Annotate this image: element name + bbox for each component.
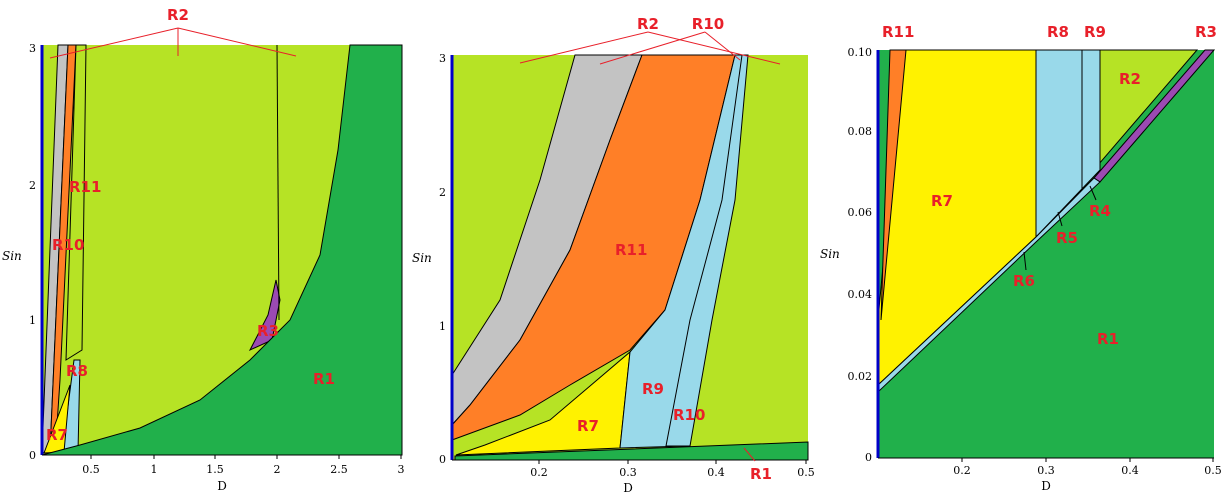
panel-3-x-tick-label: 0.2 xyxy=(953,464,971,477)
panel-1-label-r1: R1 xyxy=(313,370,335,388)
panel-1-label-r2: R2 xyxy=(167,6,189,24)
panel-2-x-tick-label: 0.4 xyxy=(707,466,725,479)
panel-2-r10-callout-line xyxy=(599,31,706,65)
panel-2-region-r9 xyxy=(665,54,749,447)
panel-1-region-r2-band xyxy=(65,44,87,361)
panel-3-x-tick-label: 0.3 xyxy=(1037,464,1055,477)
panel-3-y-axis-title: Sin xyxy=(820,247,840,261)
panel-2-label-r11: R11 xyxy=(615,241,647,259)
panel-1-label-r11: R11 xyxy=(69,178,101,196)
panel-1-x-tick-label: 2.5 xyxy=(330,463,348,476)
panel-3: 0.2 0.3 0.4 0.5 0 0.02 0.04 0.06 0.08 0.… xyxy=(820,23,1222,493)
panel-2-region-r7 xyxy=(455,350,631,456)
panel-2-y-tick-label: 2 xyxy=(439,186,446,199)
panel-2-label-r7: R7 xyxy=(577,417,599,435)
panel-3-y-tick-label: 0 xyxy=(865,451,872,464)
panel-3-region-r11 xyxy=(880,49,907,321)
panel-2-label-r10: R10 xyxy=(692,15,724,33)
panel-3-x-axis-title: D xyxy=(1041,479,1051,493)
panel-1-label-r3: R3 xyxy=(257,322,279,340)
panel-2-y-axis-title: Sin xyxy=(412,251,432,265)
panel-1-y-tick-label: 2 xyxy=(29,179,36,192)
panel-1-region-r1 xyxy=(41,44,403,456)
panel-3-label-r7: R7 xyxy=(931,192,953,210)
panel-3-label-r5: R5 xyxy=(1056,229,1078,247)
panel-2-label-r8: R9 xyxy=(642,380,664,398)
panel-1-x-tick-label: 1 xyxy=(151,463,158,476)
panel-2-label-r1: R1 xyxy=(750,465,772,483)
panel-3-r5-pointer xyxy=(1057,211,1063,227)
panel-1-y-tick-label: 3 xyxy=(29,42,36,55)
panel-3-x-tick-label: 0.5 xyxy=(1204,464,1222,477)
panel-1-boundary-line xyxy=(276,44,280,321)
panel-2-label-r9: R10 xyxy=(673,406,705,424)
panel-2-r10-callout-line xyxy=(704,31,741,61)
panel-1-y-tick-label: 0 xyxy=(29,449,36,462)
panel-3-y-tick-label: 0.04 xyxy=(848,288,873,301)
panel-3-label-r11: R11 xyxy=(882,23,914,41)
panel-2: 0.2 0.3 0.4 0.5 0 1 2 3 D Sin R2 R10 R11… xyxy=(412,15,815,495)
panel-2-y-tick-label: 3 xyxy=(439,52,446,65)
panel-2-x-tick-label: 0.2 xyxy=(530,466,548,479)
panel-1-y-tick-label: 1 xyxy=(29,314,36,327)
panel-2-x-axis-title: D xyxy=(623,481,633,495)
panel-2-r2-callout-line xyxy=(647,31,781,65)
panel-3-x-tick-label: 0.4 xyxy=(1121,464,1139,477)
panel-3-label-r9: R9 xyxy=(1084,23,1106,41)
panel-1-label-r8: R8 xyxy=(66,362,88,380)
panel-2-label-r2: R2 xyxy=(637,15,659,33)
panel-1-x-tick-label: 3 xyxy=(398,463,405,476)
panel-1-r2-callout-line xyxy=(177,27,297,57)
panel-3-r6-pointer xyxy=(1023,251,1027,271)
panel-3-y-tick-label: 0.06 xyxy=(848,206,873,219)
panel-3-y-tick-label: 0.10 xyxy=(848,46,873,59)
panel-1-label-r10: R10 xyxy=(52,236,84,254)
panel-1-x-tick-label: 1.5 xyxy=(206,463,224,476)
panel-3-y-tick-label: 0.08 xyxy=(848,125,873,138)
panel-1-y-axis-title: Sin xyxy=(2,249,22,263)
panel-3-label-r3: R3 xyxy=(1195,23,1217,41)
panel-2-r1-callout-line xyxy=(743,447,756,462)
panel-3-label-r6: R6 xyxy=(1013,272,1035,290)
panel-2-x-tick-label: 0.3 xyxy=(619,466,637,479)
panel-1-r2-callout-line xyxy=(49,27,179,59)
panel-2-y-tick-label: 0 xyxy=(439,453,446,466)
panel-3-y-tick-label: 0.02 xyxy=(848,370,873,383)
panel-1-x-tick-label: 0.5 xyxy=(82,463,100,476)
panel-1: 0.5 1 1.5 2 2.5 3 0 1 2 3 D Sin R2 R11 R… xyxy=(2,6,405,493)
panel-1-x-axis-title: D xyxy=(217,479,227,493)
panel-3-label-r1: R1 xyxy=(1097,330,1119,348)
panel-3-label-r4: R4 xyxy=(1089,202,1111,220)
panel-1-label-r7: R7 xyxy=(46,426,68,444)
panel-3-label-r2: R2 xyxy=(1119,70,1141,88)
panel-3-label-r8: R8 xyxy=(1047,23,1069,41)
panel-2-r2-callout-line xyxy=(519,31,649,64)
panel-1-x-tick-label: 2 xyxy=(274,463,281,476)
panel-2-region-r11 xyxy=(451,54,736,441)
panel-2-x-tick-label: 0.5 xyxy=(797,466,815,479)
panel-2-y-tick-label: 1 xyxy=(439,320,446,333)
panel-3-r4-pointer xyxy=(1089,185,1097,201)
